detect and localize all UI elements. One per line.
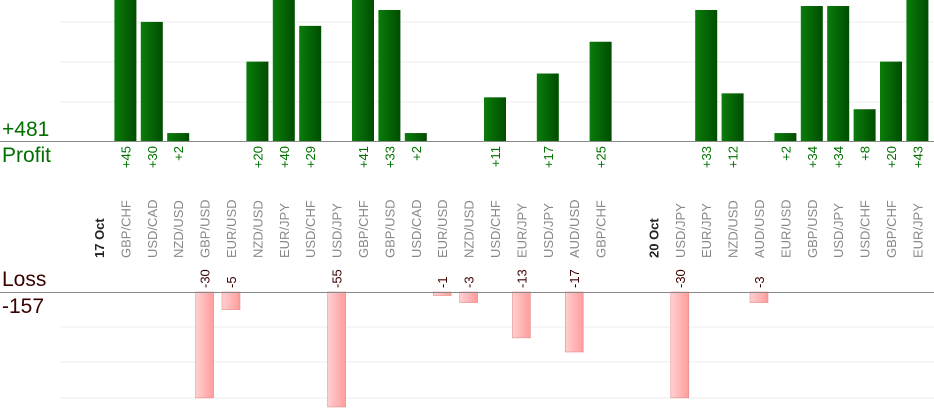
loss-value-label: -3 [752,276,767,288]
profit-value-label: +40 [277,146,292,168]
profit-value-label: +43 [910,146,925,168]
profit-bar [299,25,322,141]
profit-bar [906,0,929,141]
profit-value-label: +33 [382,146,397,168]
profit-value-label: +20 [884,146,899,168]
loss-bar [670,291,690,399]
pair-label: USD/CHF [488,200,503,258]
loss-value-label: -13 [514,269,529,288]
pair-label: GBP/CHF [884,200,899,258]
profit-value-label: +2 [409,146,424,161]
profit-value-label: +2 [171,146,186,161]
pair-label: NZD/USD [462,200,477,258]
pair-label: AUD/USD [567,199,582,258]
profit-bar [880,61,902,141]
profit-value-label: +41 [356,146,371,168]
profit-value-label: +45 [118,146,133,168]
loss-value-label: -55 [330,269,345,288]
profit-bar [800,6,823,141]
profit-bar [378,9,401,141]
pair-label: EUR/JPY [514,203,529,258]
pair-label: USD/CAD [145,199,160,258]
profit-bar [536,73,559,141]
profit-bar [774,133,797,141]
loss-bar [221,291,241,310]
loss-value-label: -1 [435,276,450,288]
loss-value-label: -3 [462,276,477,288]
profit-bar [140,21,163,141]
date-label: 20 Oct [646,218,661,258]
pair-label: USD/JPY [831,203,846,258]
pair-label: USD/JPY [673,203,688,258]
loss-value-label: -5 [224,276,239,288]
profit-bar [827,6,850,141]
profit-value-label: +34 [831,146,846,168]
profit-bar [589,41,612,141]
loss-bar [512,291,531,339]
profit-bar [114,0,137,141]
pair-label: GBP/USD [805,199,820,258]
profit-value-label: +29 [303,146,318,168]
date-label: 17 Oct [92,218,107,258]
pair-label: GBP/CHF [118,200,133,258]
loss-bar [327,291,346,408]
pair-label: GBP/USD [198,199,213,258]
pair-label: NZD/USD [250,200,265,258]
profit-value-label: +33 [699,146,714,168]
loss-value-label: -17 [567,269,582,288]
profit-value-label: +2 [778,146,793,161]
pair-label: EUR/JPY [910,203,925,258]
loss-value-label: -30 [673,269,688,288]
pair-label: GBP/USD [382,199,397,258]
profit-bar [721,93,744,141]
pair-label: EUR/USD [435,199,450,258]
profit-value-label: +25 [594,146,609,168]
profit-bar [352,0,374,141]
profit-value-label: +30 [145,146,160,168]
loss-bar [749,291,769,303]
profit-value-label: +34 [805,146,820,168]
loss-value-label: -30 [198,269,213,288]
pair-label: GBP/CHF [594,200,609,258]
profit-value-label: +11 [488,146,503,167]
pair-label: EUR/JPY [699,203,714,258]
loss-bar [195,291,214,399]
profit-bar [167,133,190,141]
loss-bar [564,291,584,353]
profit-bar [246,61,269,141]
loss-label: Loss [2,268,47,291]
pair-label: USD/CHF [303,200,318,258]
profit-bar [853,109,876,141]
profit-bar [272,0,295,141]
pair-label: USD/JPY [330,203,345,258]
pair-label: EUR/USD [224,199,239,258]
profit-value-label: +8 [858,146,873,161]
profit-bar [695,9,718,141]
pair-label: USD/CHF [858,200,873,258]
profit-total: +481 [2,118,50,141]
pair-label: USD/JPY [541,203,556,258]
loss-bar [459,291,478,303]
profit-label: Profit [2,144,52,167]
pair-label: AUD/USD [752,199,767,258]
pair-label: GBP/CHF [356,200,371,258]
pair-label: NZD/USD [171,200,186,258]
loss-total: -157 [2,295,45,318]
profit-value-label: +17 [541,146,556,168]
pair-label: EUR/JPY [277,203,292,258]
profit-bar [484,97,506,141]
profit-bar [404,133,427,141]
profit-value-label: +20 [250,146,265,168]
pair-label: USD/CAD [409,199,424,258]
pair-label: EUR/USD [778,199,793,258]
pair-label: NZD/USD [726,200,741,258]
profit-value-label: +12 [726,146,741,168]
